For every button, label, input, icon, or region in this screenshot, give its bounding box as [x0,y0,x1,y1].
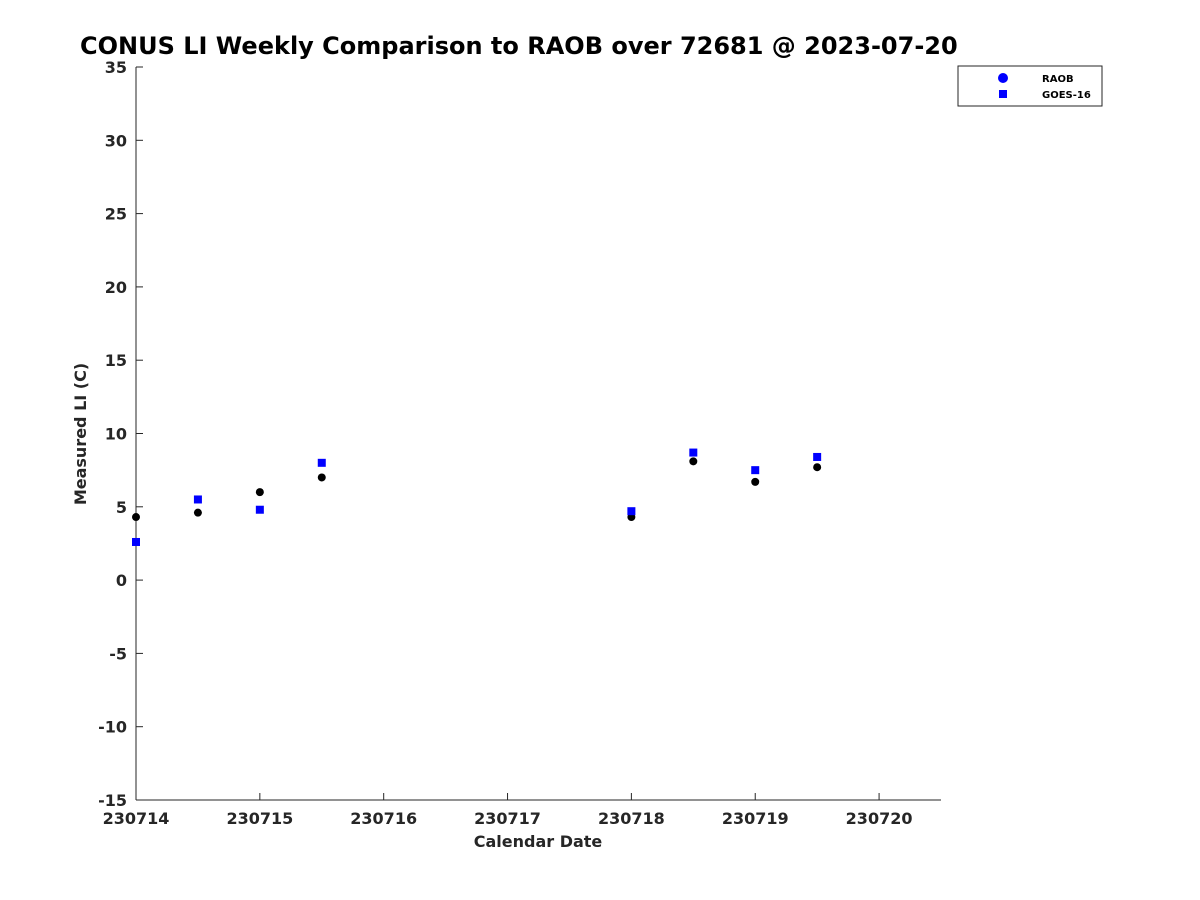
goes-16-point [751,466,760,475]
goes-16-point [317,458,326,467]
legend-raob-marker [998,73,1008,83]
x-tick-label: 230717 [474,809,541,828]
y-tick-label: -10 [98,718,127,737]
chart-title: CONUS LI Weekly Comparison to RAOB over … [80,32,958,60]
legend-goes-16-marker [999,90,1007,98]
x-axis-label: Calendar Date [474,832,603,851]
y-axis-label: Measured LI (C) [71,363,90,505]
y-tick-label: 35 [105,58,127,77]
data-markers [132,448,822,546]
y-ticks: -15 -10 -5 0 5 10 15 20 25 30 35 [98,58,143,810]
goes-16-point [132,537,140,546]
goes-16-point [813,452,822,461]
y-tick-label: 30 [105,131,127,150]
y-tick-label: -15 [98,791,127,810]
raob-point [193,508,202,517]
goes-16-point [193,495,202,504]
y-tick-label: 10 [105,425,127,444]
y-tick-label: 25 [105,205,127,224]
raob-point [689,457,698,466]
legend: RAOB GOES-16 [957,65,1103,107]
legend-raob-label: RAOB [1042,74,1074,85]
raob-point [751,477,760,486]
y-tick-label: 15 [105,351,127,370]
y-tick-label: 5 [116,498,127,517]
y-tick-label: 0 [116,571,127,590]
raob-point [813,463,822,472]
legend-goes-16-label: GOES-16 [1042,90,1091,101]
goes-16-point [255,505,264,514]
x-tick-label: 230716 [350,809,417,828]
raob-point [255,488,264,497]
x-tick-label: 230718 [598,809,665,828]
y-tick-label: -5 [109,644,127,663]
x-tick-label: 230714 [103,809,170,828]
plot-area [135,67,941,801]
x-tick-label: 230720 [846,809,913,828]
y-tick-label: 20 [105,278,127,297]
x-tick-label: 230715 [226,809,293,828]
goes-16-point [627,507,636,516]
raob-point [132,513,140,522]
x-tick-label: 230719 [722,809,789,828]
legend-box [957,65,1103,107]
goes-16-point [689,448,698,457]
raob-point [317,473,326,482]
x-ticks: 230714 230715 230716 230717 230718 230719 2307… [103,793,913,828]
